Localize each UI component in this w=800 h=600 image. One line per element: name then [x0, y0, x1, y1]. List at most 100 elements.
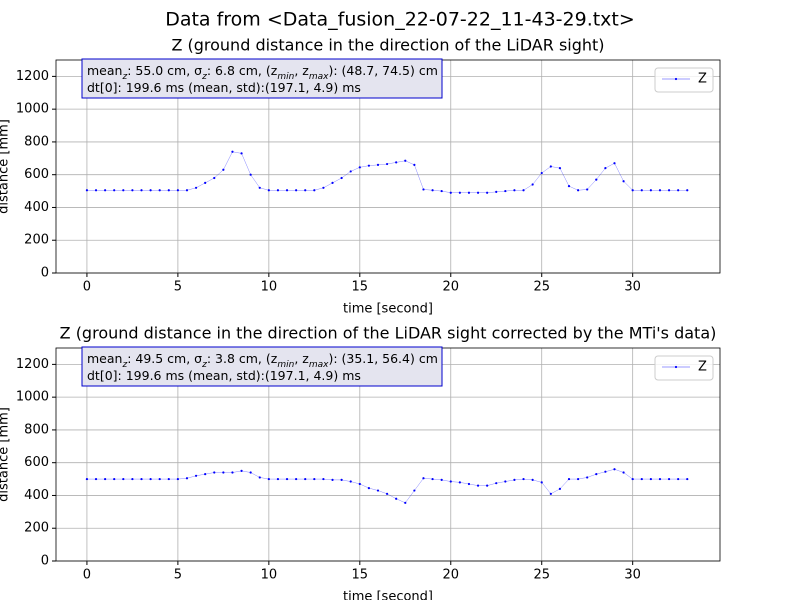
data-point	[276, 477, 280, 481]
annotation-part: , z	[294, 63, 309, 78]
y-tick-label: 400	[24, 488, 49, 503]
data-point	[249, 173, 252, 176]
annotation-subscript: z	[121, 72, 127, 82]
data-point	[586, 476, 589, 479]
data-point	[313, 477, 316, 481]
annotation-text: meanz: 55.0 cm, σz: 6.8 cm, (zmin, zmax)…	[87, 63, 438, 82]
x-axis-label: time [second]	[343, 590, 433, 600]
data-point	[404, 159, 407, 162]
data-point	[567, 477, 571, 481]
data-line	[86, 151, 688, 193]
data-point	[549, 165, 552, 168]
data-point	[622, 180, 625, 183]
data-point	[304, 477, 307, 481]
y-tick-label: 0	[41, 266, 49, 281]
data-point	[113, 189, 116, 192]
y-tick-label: 1200	[16, 357, 49, 372]
data-point	[577, 477, 580, 481]
data-point	[640, 477, 643, 481]
figure-title: Data from <Data_fusion_22-07-22_11-43-29…	[165, 9, 635, 31]
data-point	[640, 189, 643, 192]
data-point	[104, 189, 107, 192]
legend-box	[654, 67, 714, 93]
data-point	[595, 178, 598, 181]
annotation-part: : 55.0 cm, σ	[127, 63, 202, 78]
y-tick-label: 1000	[16, 390, 49, 405]
x-tick-label: 20	[442, 568, 459, 583]
data-point	[176, 477, 179, 481]
data-point	[395, 497, 398, 500]
chart-title: Z (ground distance in the direction of t…	[171, 36, 604, 55]
data-point	[440, 478, 443, 481]
data-point	[340, 478, 343, 481]
x-tick-label: 15	[352, 280, 369, 295]
data-point	[267, 477, 270, 481]
data-point	[85, 189, 89, 192]
data-point	[604, 167, 607, 170]
x-tick-label: 10	[261, 568, 278, 583]
data-point	[522, 477, 525, 481]
data-point	[167, 477, 170, 481]
data-point	[240, 469, 243, 472]
data-point	[658, 477, 662, 481]
data-point	[167, 189, 170, 192]
data-point	[667, 189, 671, 192]
data-point	[658, 189, 662, 192]
data-point	[486, 191, 489, 194]
data-point	[313, 189, 316, 192]
x-tick-label: 25	[533, 568, 550, 583]
x-axis-label: time [second]	[343, 302, 433, 317]
data-point	[349, 170, 352, 173]
data-point	[158, 189, 161, 192]
data-point	[631, 477, 634, 481]
y-tick-label: 400	[24, 200, 49, 215]
data-point	[94, 477, 98, 481]
y-axis-label: distance [mm]	[0, 119, 12, 214]
data-point	[649, 477, 652, 481]
data-point	[267, 189, 270, 192]
annotation-part: : 3.8 cm, (z	[207, 351, 278, 366]
legend-marker	[674, 365, 678, 369]
data-point	[104, 477, 107, 481]
x-tick-label: 25	[533, 280, 550, 295]
x-tick-label: 5	[174, 280, 182, 295]
data-point	[686, 189, 689, 192]
annotation-part: dt[0]: 199.6 ms (mean, std):(197.1, 4.9)…	[87, 80, 361, 95]
data-point	[531, 183, 534, 186]
data-point	[431, 189, 434, 192]
data-point	[385, 162, 389, 166]
annotation-part: mean	[87, 351, 122, 366]
data-point	[613, 468, 616, 471]
data-point	[322, 186, 325, 189]
data-point	[258, 476, 261, 479]
data-point	[395, 161, 398, 164]
data-point	[122, 189, 125, 192]
data-point	[122, 477, 125, 481]
annotation-part: dt[0]: 199.6 ms (mean, std):(197.1, 4.9)…	[87, 368, 361, 383]
annotation-part: : 49.5 cm, σ	[127, 351, 202, 366]
data-point	[631, 189, 634, 192]
data-point	[558, 167, 562, 170]
data-point	[458, 191, 461, 194]
data-point	[549, 492, 552, 495]
data-point	[540, 171, 543, 175]
annotation-part: : 6.8 cm, (z	[207, 63, 278, 78]
data-point	[422, 188, 425, 191]
data-point	[467, 482, 471, 486]
y-tick-label: 1000	[16, 102, 49, 117]
data-point	[295, 477, 298, 481]
data-point	[113, 477, 116, 481]
data-point	[331, 478, 334, 481]
data-point	[677, 477, 680, 481]
annotation-box	[81, 58, 443, 99]
data-point	[385, 492, 389, 495]
data-point	[586, 188, 589, 191]
annotation-part: mean	[87, 63, 122, 78]
data-point	[158, 477, 161, 481]
data-point	[358, 482, 361, 486]
data-point	[577, 189, 580, 192]
annotation-text: meanz: 49.5 cm, σz: 3.8 cm, (zmin, zmax)…	[87, 351, 438, 370]
data-point	[467, 191, 471, 194]
data-point	[340, 176, 343, 180]
